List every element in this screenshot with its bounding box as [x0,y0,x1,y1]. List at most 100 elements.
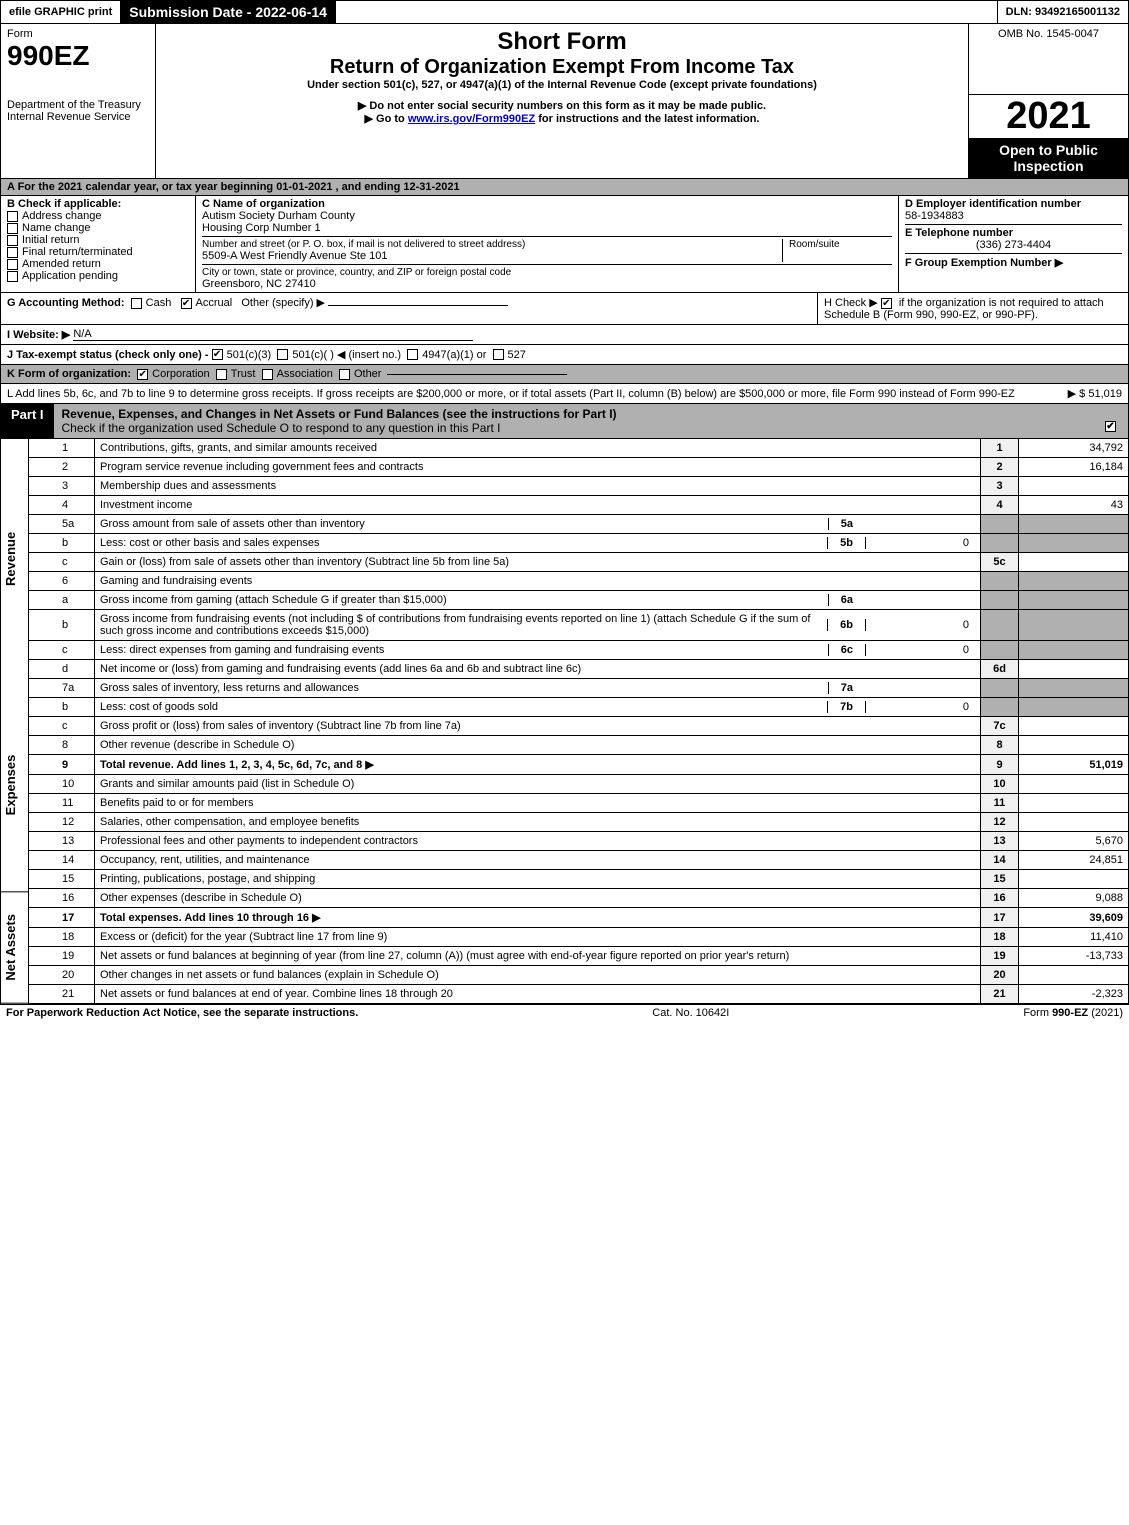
line-value [1018,870,1128,889]
line-desc: Other revenue (describe in Schedule O) [95,736,980,755]
sub-box-label: 5b [827,537,865,549]
line-gutter [29,515,57,534]
efile-print[interactable]: efile GRAPHIC print [1,1,121,23]
cb-other-org[interactable] [339,369,350,380]
sub-box-value: 0 [865,537,975,549]
cb-527[interactable] [493,349,504,360]
cb-amended-return[interactable]: Amended return [7,258,189,270]
line-gutter [29,889,57,908]
line-gutter [29,717,57,736]
cb-h[interactable] [881,298,892,309]
line-desc: Net assets or fund balances at end of ye… [95,985,980,1004]
e-label: E Telephone number [905,227,1122,239]
line-box-number: 21 [980,985,1018,1004]
cb-corp[interactable] [137,369,148,380]
line-desc: Professional fees and other payments to … [95,832,980,851]
street-value: 5509-A West Friendly Avenue Ste 101 [202,250,782,262]
other-method-input[interactable] [328,305,508,306]
short-form-title: Short Form [162,28,962,56]
section-i: I Website: ▶ N/A [0,325,1129,345]
org-name-1: Autism Society Durham County [202,210,892,222]
line-box-number: 17 [980,908,1018,928]
line-value [1018,679,1128,698]
cb-501c[interactable] [277,349,288,360]
line-number: c [57,717,95,736]
line-value [1018,553,1128,572]
line-gutter [29,572,57,591]
line-value [1018,717,1128,736]
cb-name-change[interactable]: Name change [7,222,189,234]
open-to-public-box: Open to Public Inspection [969,138,1128,178]
line-desc: Salaries, other compensation, and employ… [95,813,980,832]
footer-right-pre: Form [1023,1007,1052,1019]
irs-link[interactable]: www.irs.gov/Form990EZ [408,113,535,125]
org-name-2: Housing Corp Number 1 [202,222,892,234]
line-number: c [57,641,95,660]
line-box-number: 3 [980,477,1018,496]
lbl-accrual: Accrual [196,297,233,309]
cb-address-change[interactable]: Address change [7,210,189,222]
lbl-assoc: Association [277,368,333,380]
section-l: L Add lines 5b, 6c, and 7b to line 9 to … [0,384,1129,404]
cb-4947[interactable] [407,349,418,360]
line-number: 19 [57,947,95,966]
lbl-501c: 501(c)( ) ◀ (insert no.) [292,348,401,361]
line-box-number: 8 [980,736,1018,755]
line-gutter [29,928,57,947]
lbl-other-org: Other [354,368,382,380]
line-value [1018,736,1128,755]
line-box-number: 2 [980,458,1018,477]
line-desc: Total revenue. Add lines 1, 2, 3, 4, 5c,… [95,755,980,775]
line-desc: Printing, publications, postage, and shi… [95,870,980,889]
line-box-number [980,610,1018,641]
line-box-number: 9 [980,755,1018,775]
line-value: 16,184 [1018,458,1128,477]
line-number: 21 [57,985,95,1004]
cb-application-pending[interactable]: Application pending [7,270,189,282]
cb-501c3[interactable] [212,349,223,360]
phone-value: (336) 273-4404 [905,239,1122,251]
line-value [1018,641,1128,660]
h-pre: H Check ▶ [824,297,881,309]
form-header: Form 990EZ Short Form Return of Organiza… [0,24,1129,179]
line-desc: Gross amount from sale of assets other t… [95,515,980,534]
cb-accrual[interactable] [181,298,192,309]
part-i-header: Part I Revenue, Expenses, and Changes in… [0,404,1129,439]
line-desc: Other changes in net assets or fund bala… [95,966,980,985]
line-box-number [980,591,1018,610]
section-b: B Check if applicable: Address change Na… [1,196,196,292]
form-label: Form [7,28,149,40]
line-box-number [980,515,1018,534]
line-desc: Less: direct expenses from gaming and fu… [95,641,980,660]
line-value [1018,477,1128,496]
line-desc: Net income or (loss) from gaming and fun… [95,660,980,679]
main-title: Return of Organization Exempt From Incom… [162,56,962,79]
cb-trust[interactable] [216,369,227,380]
cb-initial-return[interactable]: Initial return [7,234,189,246]
vert-net-assets: Net Assets [1,892,28,1004]
line-number: 10 [57,775,95,794]
line-gutter [29,755,57,775]
line-value [1018,813,1128,832]
line-gutter [29,553,57,572]
submission-date-box: Submission Date - 2022-06-14 [121,1,336,23]
line-box-number [980,572,1018,591]
line-value: 39,609 [1018,908,1128,928]
line-gutter [29,496,57,515]
instruction-1: ▶ Do not enter social security numbers o… [162,99,962,112]
section-a-row: A For the 2021 calendar year, or tax yea… [0,179,1129,196]
line-box-number: 15 [980,870,1018,889]
line-desc: Program service revenue including govern… [95,458,980,477]
line-box-number: 18 [980,928,1018,947]
line-value [1018,572,1128,591]
other-org-input[interactable] [387,374,567,375]
cb-cash[interactable] [131,298,142,309]
cb-assoc[interactable] [262,369,273,380]
sub-box-label: 7a [828,682,865,694]
line-value [1018,591,1128,610]
lbl-name-change: Name change [22,222,91,234]
line-number: d [57,660,95,679]
cb-final-return[interactable]: Final return/terminated [7,246,189,258]
cb-schedule-o[interactable] [1105,421,1116,432]
footer-left: For Paperwork Reduction Act Notice, see … [6,1007,358,1019]
